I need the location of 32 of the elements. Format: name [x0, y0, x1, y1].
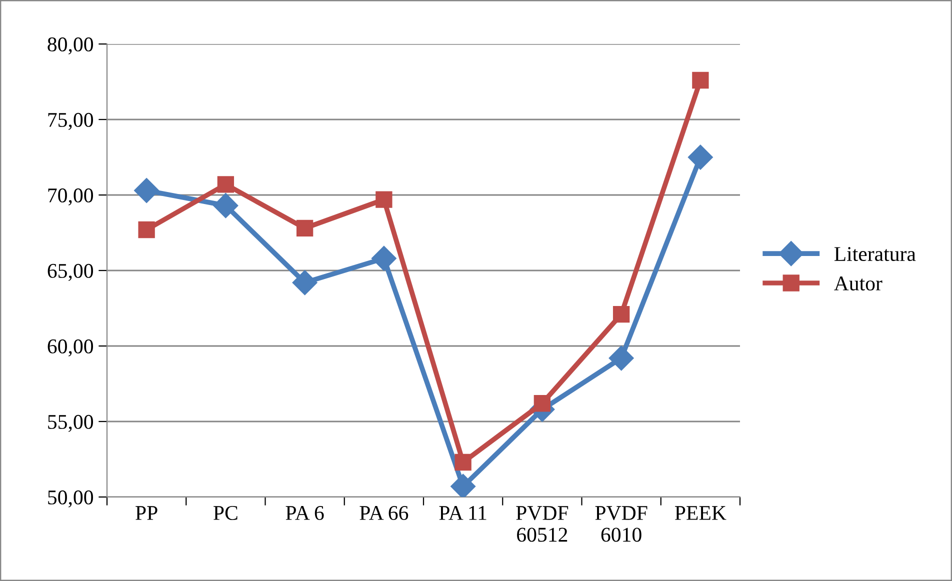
point — [688, 144, 713, 170]
point — [213, 193, 238, 218]
x-tick-label: PA 11 — [439, 506, 486, 520]
y-tick-label: 55,00 — [48, 414, 94, 432]
point — [450, 474, 476, 497]
point — [217, 176, 234, 193]
legend-label: Literatura — [834, 247, 916, 262]
x-tick-label: PP — [136, 506, 158, 520]
y-tick-label: 70,00 — [48, 188, 94, 206]
point — [454, 454, 472, 471]
y-tick-label: 50,00 — [48, 490, 94, 508]
x-tick-label: PA 6 — [286, 506, 324, 520]
x-tick-label: PVDF 6010 — [595, 506, 648, 542]
point — [612, 306, 630, 323]
point — [376, 191, 392, 208]
x-tick-label: PC — [214, 506, 238, 520]
point — [534, 395, 551, 412]
y-tick-label: 80,00 — [48, 37, 94, 54]
point — [692, 72, 709, 89]
point — [292, 270, 318, 296]
y-tick-label: 60,00 — [48, 339, 94, 356]
x-tick-label: PEEK — [674, 506, 726, 520]
y-tick-label: 65,00 — [48, 264, 94, 281]
y-tick-label: 75,00 — [48, 112, 94, 130]
x-tick-label: PVDF 60512 — [516, 506, 568, 542]
point — [134, 178, 160, 203]
legend-label: Autor — [834, 276, 882, 290]
point — [371, 246, 396, 271]
point — [138, 221, 155, 238]
point — [296, 220, 314, 237]
x-tick-label: PA 66 — [360, 506, 408, 520]
point — [608, 346, 634, 371]
